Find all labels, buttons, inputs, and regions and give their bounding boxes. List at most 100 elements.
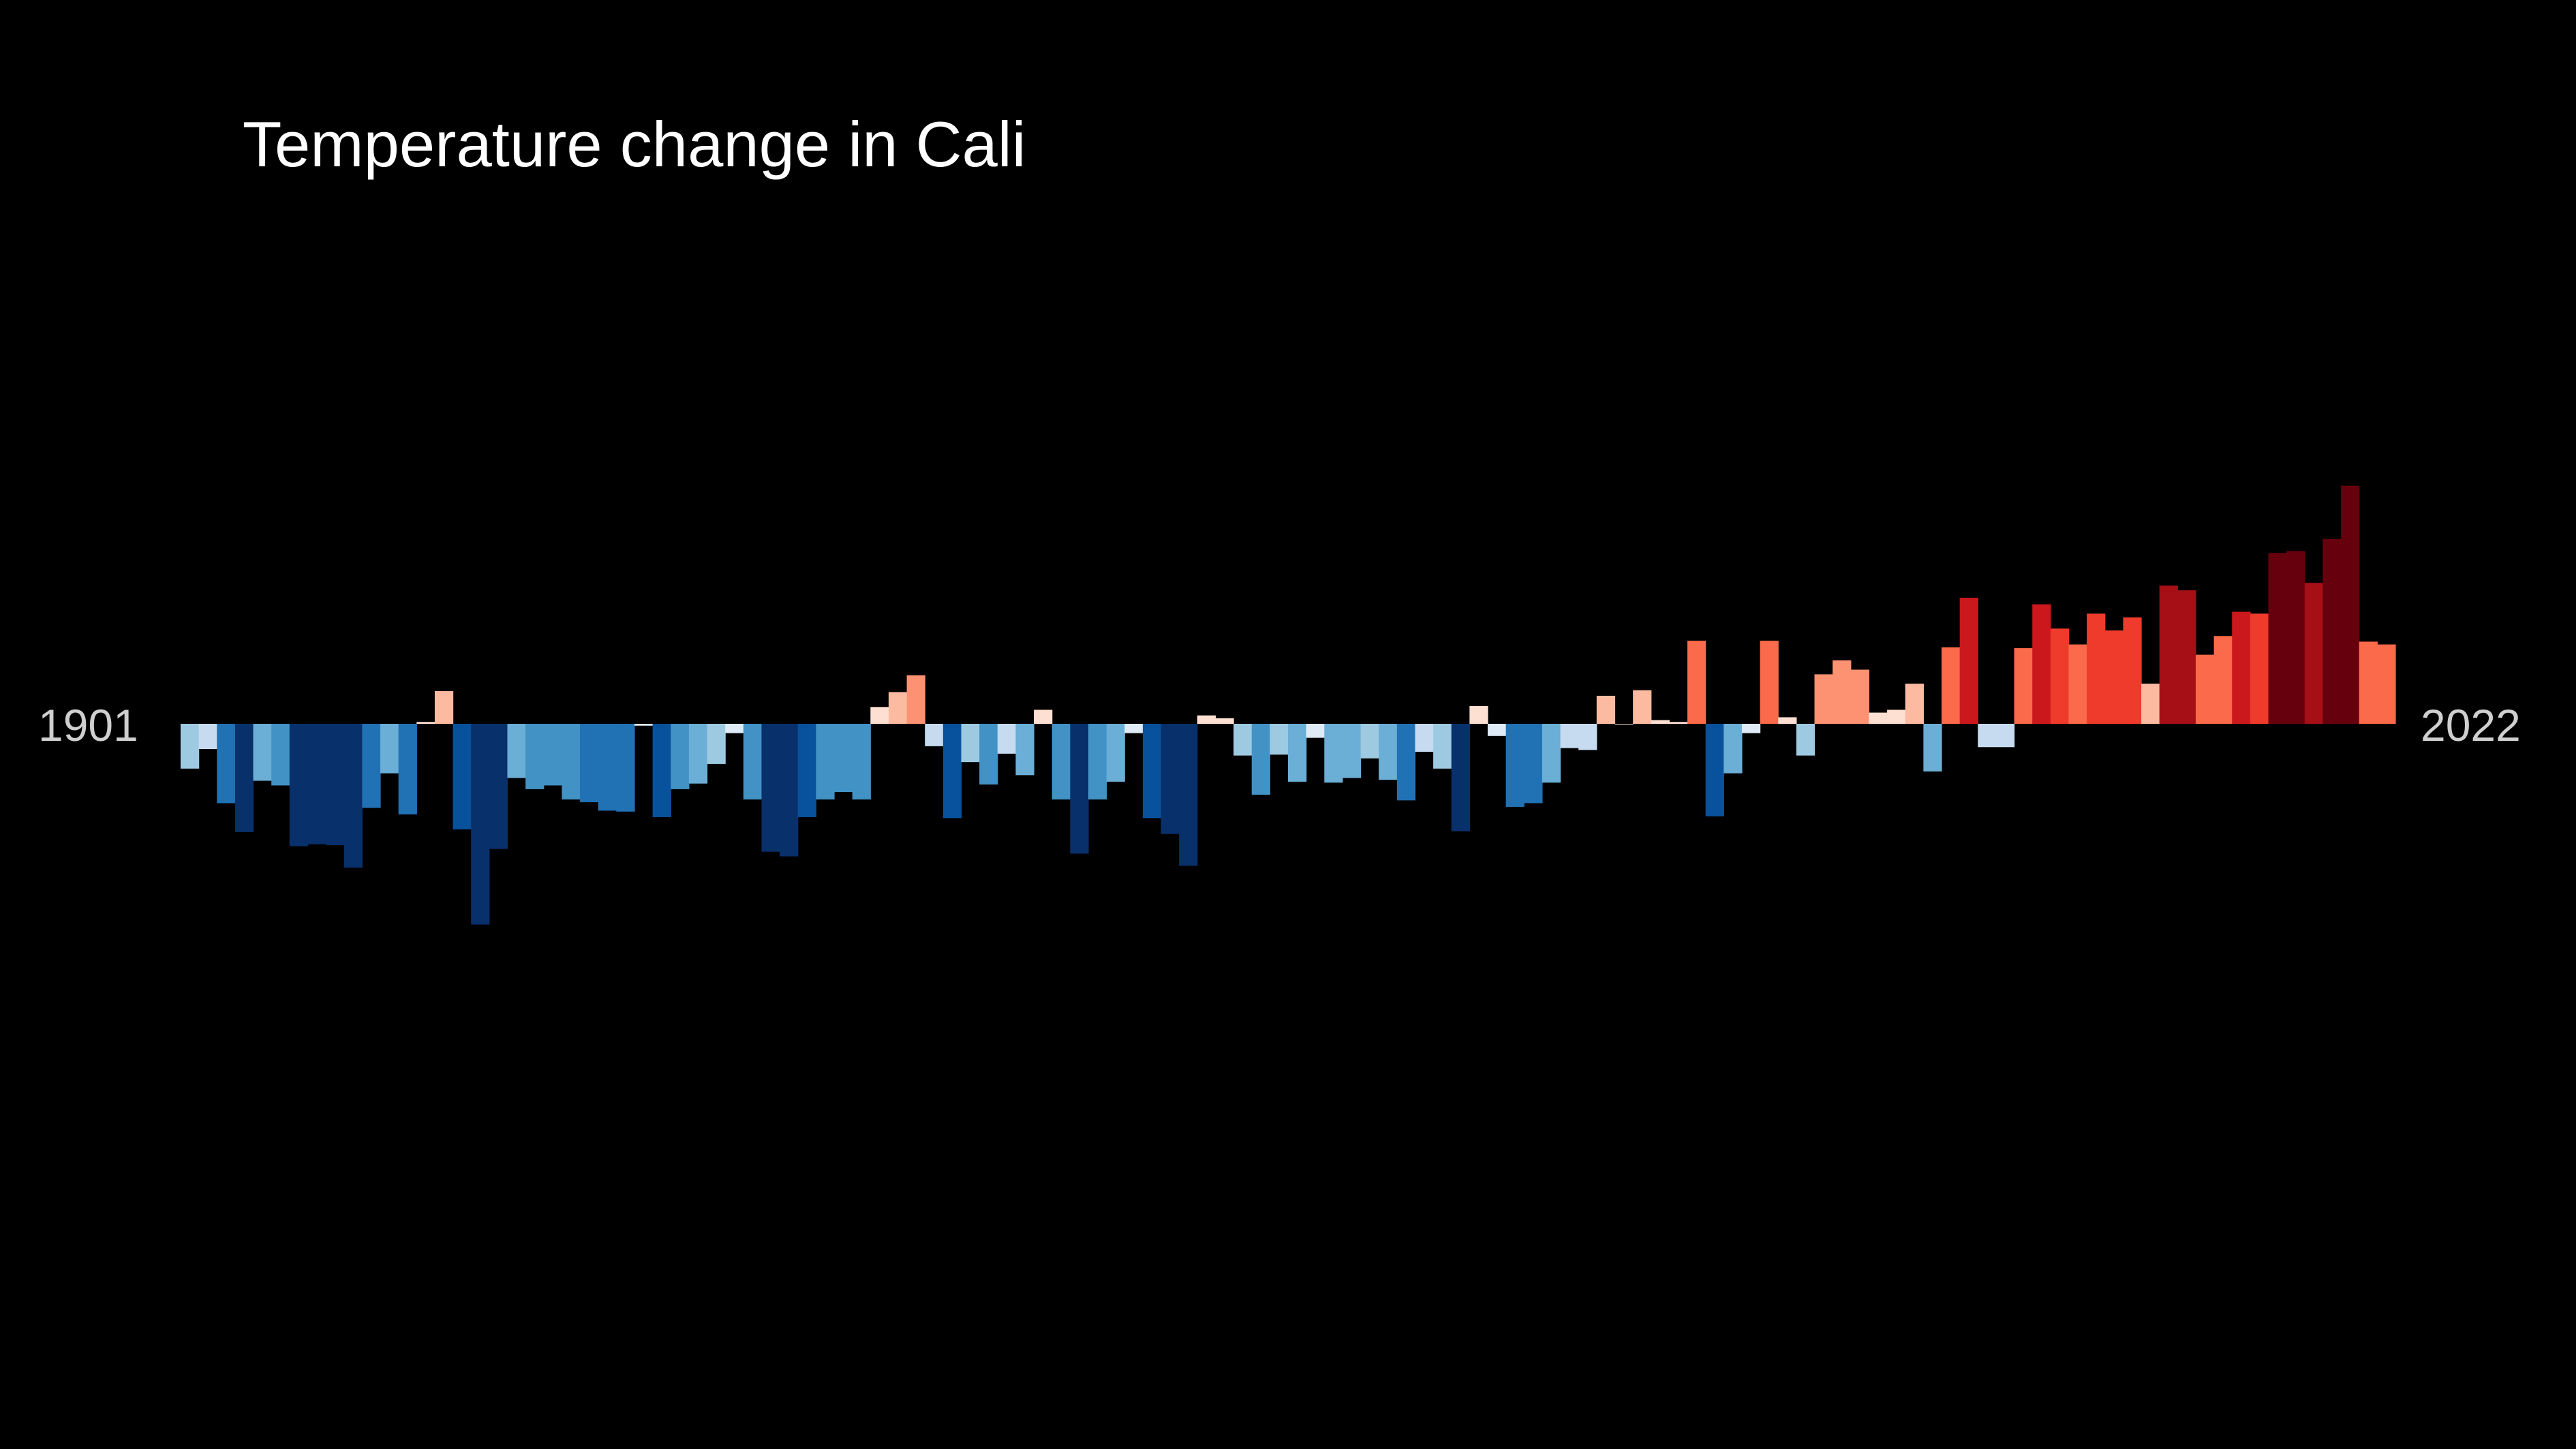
bar-1902 [198,724,217,749]
bar-1964 [1324,724,1343,783]
bar-1914 [416,722,435,724]
bar-1975 [1524,724,1543,804]
bar-1929 [688,724,708,784]
bar-1921 [543,724,563,786]
bar-1972 [1469,705,1488,724]
bar-1977 [1560,724,1579,748]
bar-2008 [2123,617,2142,724]
bar-1989 [1778,717,1797,724]
bar-1984 [1687,641,1706,724]
bar-1944 [961,724,980,763]
bar-2004 [2050,628,2070,724]
bar-1973 [1488,724,1507,736]
bar-2005 [2068,644,2087,724]
bar-1982 [1651,720,1670,724]
bar-1909 [326,724,345,846]
bar-1903 [217,724,236,804]
bar-1928 [671,724,690,789]
bar-1996 [1905,684,1924,724]
bar-1954 [1142,724,1162,819]
bar-2016 [2268,553,2287,724]
bar-1986 [1723,724,1743,774]
bar-1932 [743,724,763,799]
bar-2010 [2159,585,2178,724]
bar-1959 [1233,724,1253,756]
bar-1942 [925,724,944,746]
start-year-label: 1901 [38,700,138,750]
bar-1970 [1433,724,1452,769]
bar-1937 [834,724,853,793]
chart-title: Temperature change in Cali [243,108,1026,180]
bar-1938 [852,724,871,799]
bar-2022 [2377,644,2396,724]
bar-1947 [1015,724,1034,776]
bar-1966 [1360,724,1379,759]
bar-1979 [1596,695,1616,724]
bar-1958 [1215,718,1234,724]
bar-1950 [1070,724,1089,854]
bar-1974 [1505,724,1524,807]
bar-1968 [1396,724,1416,801]
bar-1917 [471,724,490,925]
bar-1997 [1923,724,1942,772]
bar-1962 [1288,724,1307,782]
bar-1926 [634,724,654,726]
bar-2017 [2286,551,2305,724]
bar-1908 [307,724,326,844]
bar-1927 [652,724,671,817]
bar-1951 [1088,724,1107,799]
bar-1922 [562,724,581,799]
bar-1904 [234,724,254,832]
bar-1960 [1251,724,1270,795]
bar-1918 [489,724,508,849]
bar-2012 [2195,654,2215,724]
bar-2003 [2032,604,2051,724]
end-year-label: 2022 [2421,700,2521,750]
bar-1945 [979,724,998,785]
bar-2006 [2087,613,2106,724]
bar-2002 [2014,648,2033,724]
bar-2021 [2359,641,2378,724]
bar-1949 [1052,724,1071,799]
bar-1923 [580,724,599,803]
bar-2014 [2232,611,2251,724]
bar-1906 [271,724,290,786]
bar-1995 [1887,710,1906,724]
bar-1939 [870,707,889,724]
bar-2009 [2141,684,2160,724]
bar-2011 [2177,590,2196,724]
bar-2000 [1978,724,1997,748]
bar-1956 [1179,724,1198,866]
bar-1940 [888,692,908,724]
bar-1971 [1451,724,1470,832]
bar-2001 [1995,724,2015,748]
bar-1998 [1942,647,1961,724]
bar-1936 [816,724,835,799]
bar-1981 [1633,690,1652,724]
bar-1955 [1161,724,1180,834]
bar-1901 [181,724,200,769]
bar-1969 [1415,724,1434,752]
bar-1913 [398,724,417,814]
bar-2015 [2250,613,2269,724]
bar-1930 [707,724,726,764]
bar-1985 [1705,724,1724,817]
bar-1983 [1669,722,1688,724]
bar-1990 [1796,724,1815,756]
bar-1920 [525,724,545,789]
bar-1941 [906,675,925,724]
bar-1993 [1850,669,1870,724]
bar-1999 [1959,598,1978,724]
bar-1911 [362,724,381,808]
bar-1987 [1741,724,1761,733]
bar-2020 [2341,485,2360,724]
bar-1988 [1760,641,1779,724]
bar-1919 [507,724,526,778]
bar-1952 [1106,724,1125,782]
bar-1907 [289,724,309,846]
bar-1924 [598,724,617,811]
bar-1994 [1869,712,1888,724]
bar-1953 [1124,724,1144,733]
